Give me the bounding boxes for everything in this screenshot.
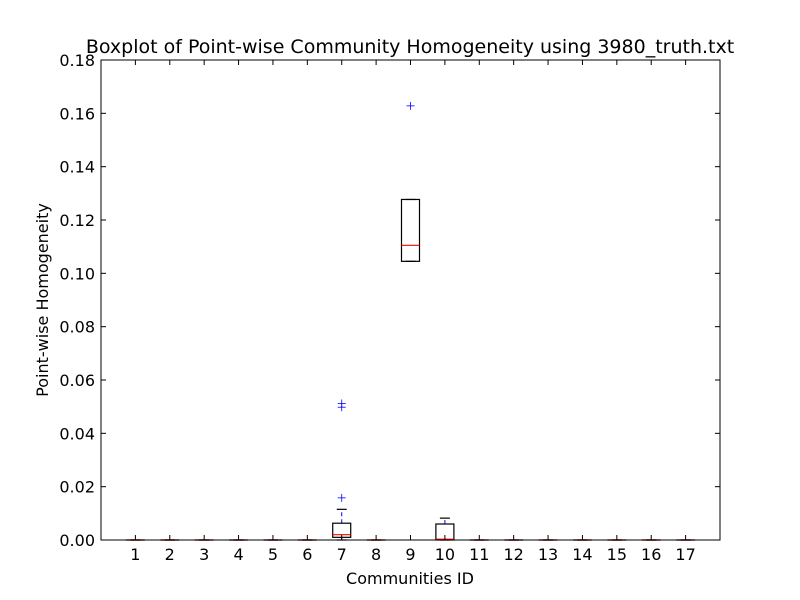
y-tick-label: 0.06 [59, 371, 95, 390]
y-axis-title: Point-wise Homogeneity [33, 203, 52, 397]
y-tick-label: 0.08 [59, 318, 95, 337]
chart-title: Boxplot of Point-wise Community Homogene… [86, 36, 734, 58]
x-tick-label: 9 [405, 545, 415, 564]
x-tick-label: 14 [572, 545, 592, 564]
x-tick-label: 2 [165, 545, 175, 564]
outlier-point [337, 399, 346, 408]
y-axis: 0.00 0.02 0.04 0.06 0.08 0.10 0.12 0.14 0.16 0.18 [59, 51, 720, 550]
x-tick-label: 12 [503, 545, 523, 564]
box-community-7 [332, 399, 352, 541]
y-tick-label: 0.14 [59, 158, 95, 177]
x-tick-label: 16 [641, 545, 661, 564]
outlier-point [406, 101, 415, 110]
y-tick-label: 0.02 [59, 478, 95, 497]
outlier-point [337, 493, 346, 502]
y-tick-label: 0.00 [59, 531, 95, 550]
x-tick-label: 10 [435, 545, 455, 564]
x-tick-label: 15 [607, 545, 627, 564]
x-tick-label: 7 [337, 545, 347, 564]
plot-area [125, 101, 696, 541]
x-tick-label: 6 [302, 545, 312, 564]
box-iqr [400, 198, 421, 262]
y-tick-label: 0.10 [59, 264, 95, 283]
x-tick-label: 4 [233, 545, 243, 564]
x-tick-label: 1 [130, 545, 140, 564]
y-tick-label: 0.12 [59, 211, 95, 230]
plot-frame [100, 59, 721, 541]
x-tick-label: 11 [469, 545, 489, 564]
x-axis: 1 2 3 4 5 6 7 8 9 10 11 12 13 14 15 16 17 [130, 60, 696, 564]
box-community-9 [400, 101, 421, 262]
x-tick-label: 17 [675, 545, 695, 564]
x-tick-label: 8 [371, 545, 381, 564]
y-tick-label: 0.18 [59, 51, 95, 70]
x-axis-title: Communities ID [346, 569, 474, 588]
x-tick-label: 3 [199, 545, 209, 564]
y-tick-label: 0.04 [59, 424, 95, 443]
y-tick-label: 0.16 [59, 104, 95, 123]
x-tick-label: 5 [268, 545, 278, 564]
x-tick-label: 13 [538, 545, 558, 564]
